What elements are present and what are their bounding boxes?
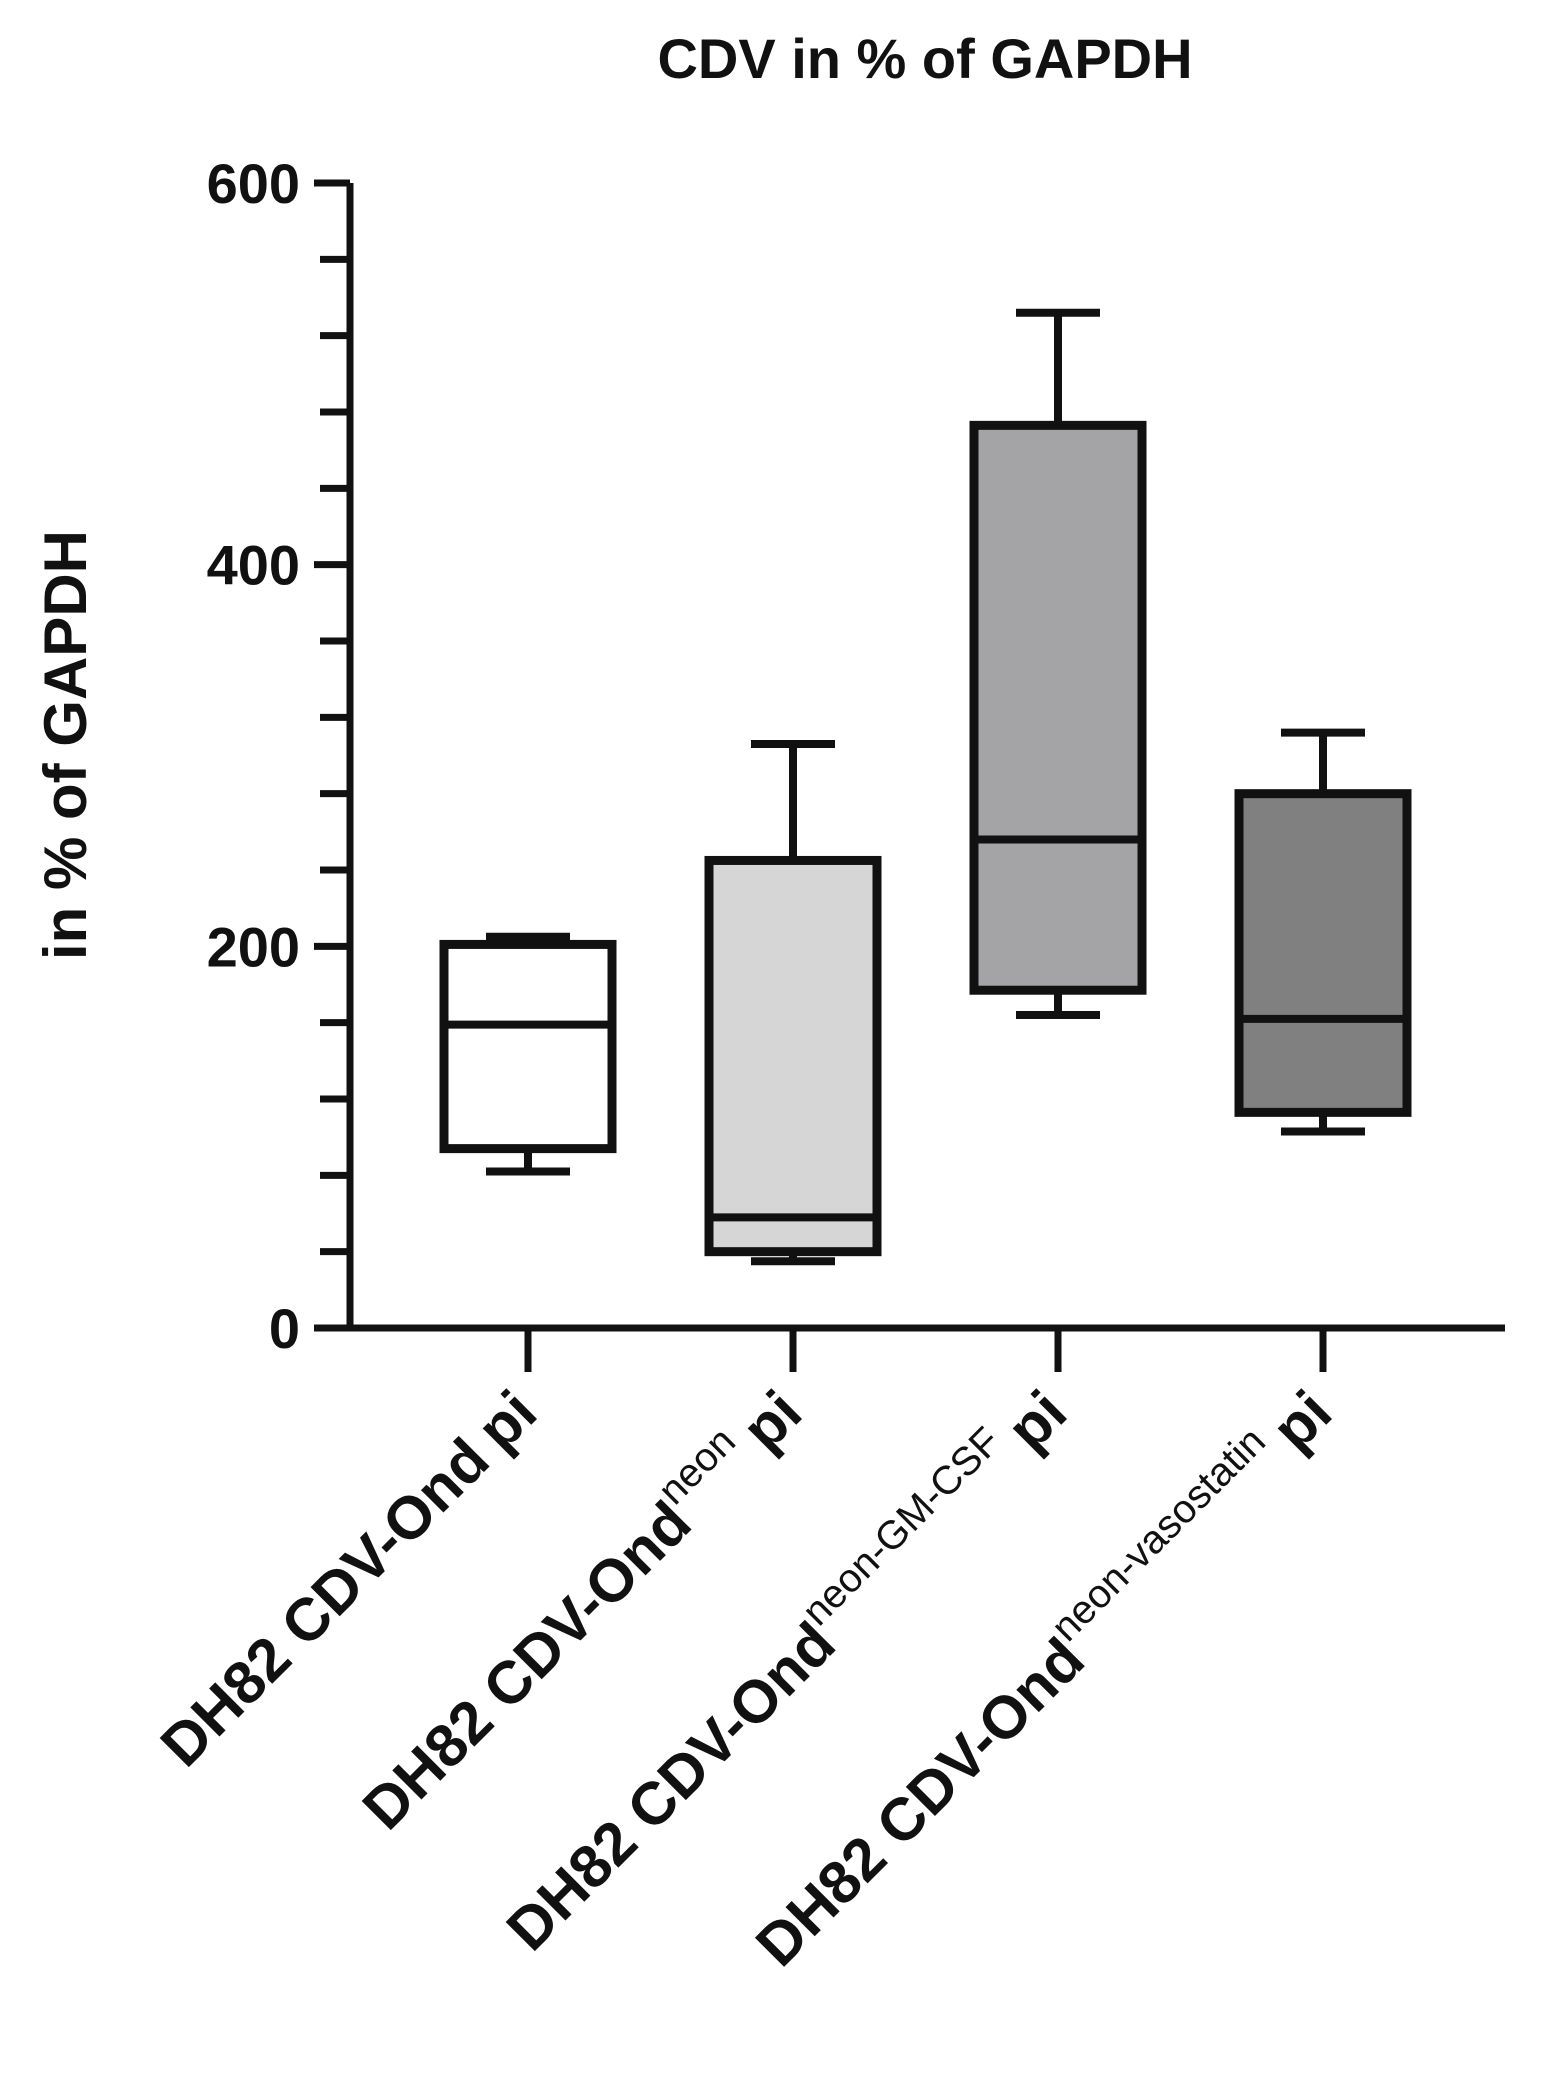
category-superscript: neon-GM-CSF	[794, 1419, 1009, 1634]
x-category-label: DH82 CDV-Ondneonpi	[343, 1371, 814, 1842]
box-series	[1234, 728, 1412, 1136]
y-axis: 0 200 400 600	[207, 152, 354, 1360]
y-tick-label: 400	[207, 534, 300, 597]
category-superscript: neon-vasostatin	[1043, 1419, 1274, 1650]
chart-title: CDV in % of GAPDH	[657, 27, 1192, 90]
x-category-label: DH82 CDV-Ondneon-GM-CSFpi	[487, 1371, 1079, 1963]
y-tick-label: 600	[207, 152, 300, 215]
box-series	[704, 740, 882, 1266]
y-tick-label: 200	[207, 915, 300, 978]
box-iqr	[969, 420, 1147, 995]
y-tick-label: 0	[269, 1297, 300, 1360]
box-series	[969, 308, 1147, 1020]
y-axis-label: in % of GAPDH	[32, 530, 99, 960]
box-series-group	[439, 308, 1412, 1266]
box-series	[439, 932, 617, 1176]
box-iqr	[439, 939, 617, 1154]
box-iqr	[704, 855, 882, 1257]
box-iqr	[1234, 789, 1412, 1117]
x-axis	[350, 1324, 1505, 1372]
